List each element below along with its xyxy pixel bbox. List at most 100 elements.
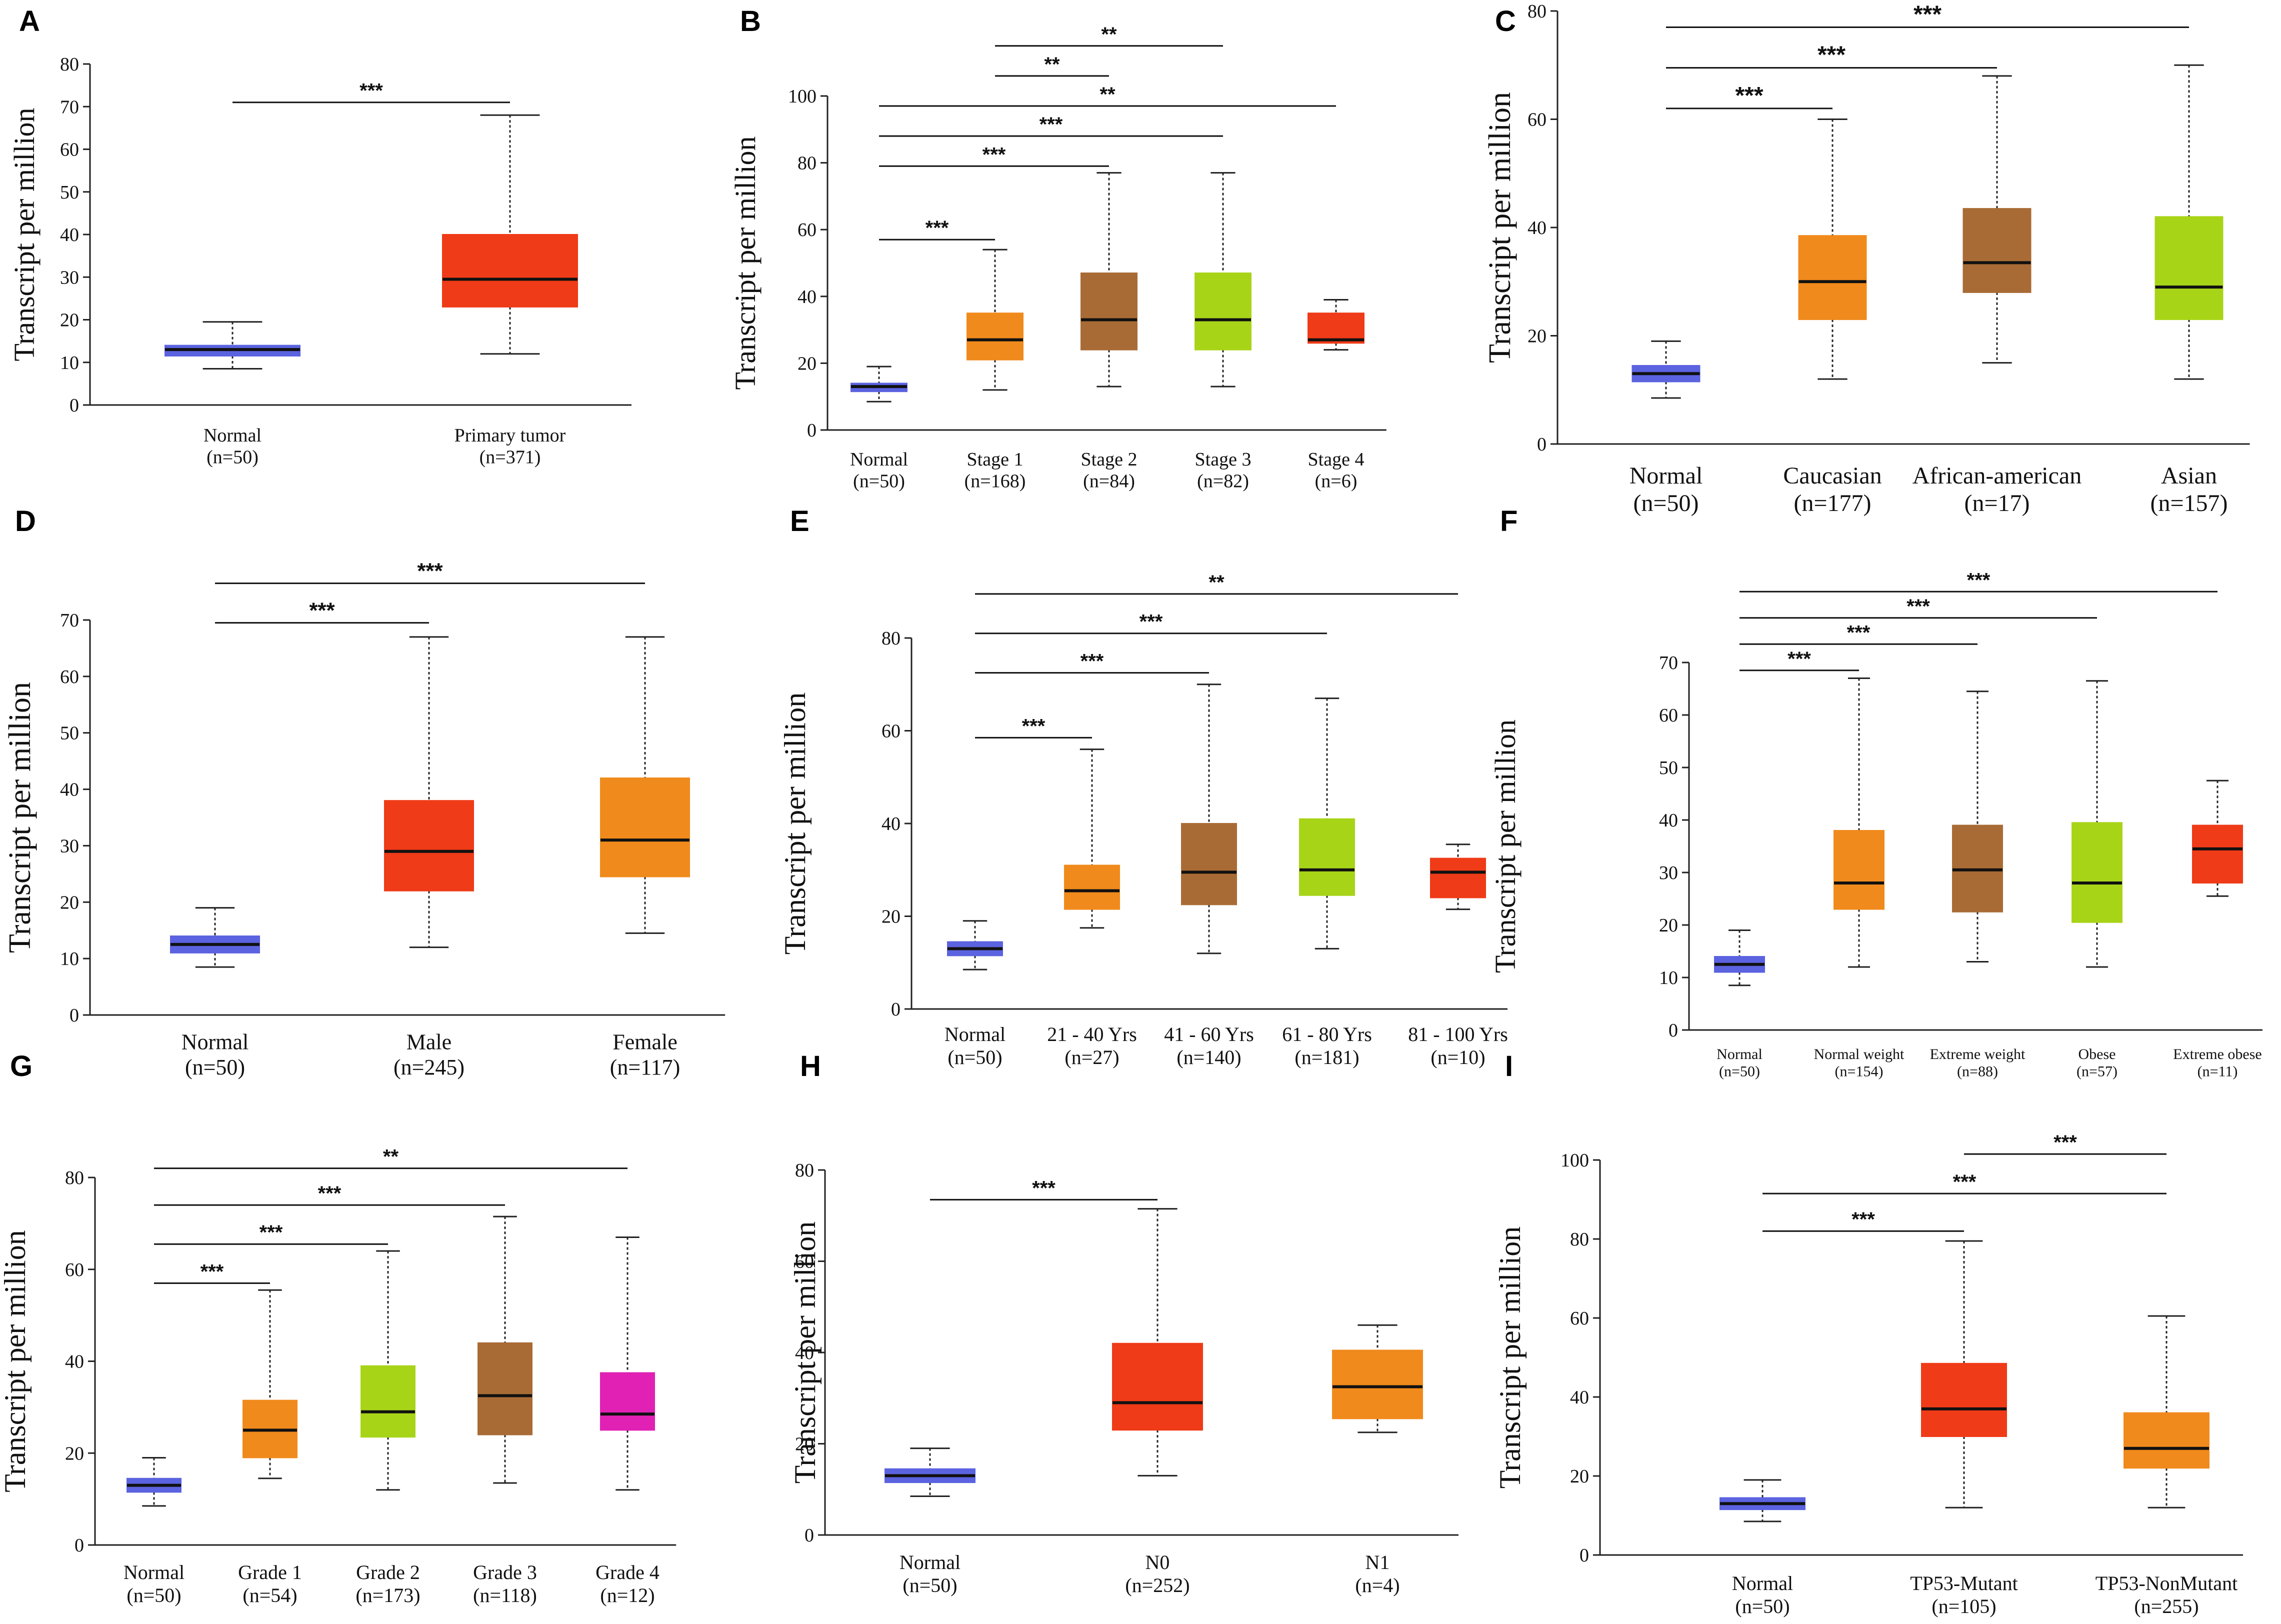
panel-h-category-label: N1 [1366,1551,1390,1574]
panel-g-significance-label: *** [200,1260,224,1282]
panel-b-box-1 [966,312,1024,360]
panel-i-ytick-label: 40 [1570,1387,1589,1408]
panel-e-category-n: (n=10) [1430,1046,1485,1068]
panel-g-ytick-label: 40 [65,1352,84,1372]
panel-h-ytick-label: 0 [804,1525,814,1546]
panel-d-significance-label: *** [417,559,443,584]
panel-f-ytick-label: 70 [1659,652,1678,674]
panel-e-category-n: (n=27) [1064,1046,1119,1068]
panel-c-ytick-label: 60 [1528,110,1546,130]
panel-f-category-n: (n=11) [2198,1064,2238,1080]
panel-b-letter: B [740,5,761,38]
panel-e-category-label: 61 - 80 Yrs [1282,1023,1372,1046]
panel-b-ytick-label: 0 [807,420,816,441]
panel-c-category-label: Caucasian [1783,462,1882,489]
panel-g-letter: G [10,1050,32,1082]
panel-a-y-label: Transcript per million [8,108,40,362]
panel-h-ytick-label: 60 [795,1252,814,1272]
panel-f-ytick-label: 20 [1659,915,1678,936]
panel-g-y-label: Transcript per million [0,1230,32,1492]
panel-f-category-n: (n=88) [1957,1064,1998,1080]
panel-e-box-2 [1181,823,1237,906]
panel-c-ytick-label: 80 [1528,1,1546,22]
panel-b-ytick-label: 20 [798,353,816,374]
panel-g-ytick-label: 20 [65,1443,84,1464]
panel-b-category-n: (n=84) [1083,471,1135,492]
panel-e-ytick-label: 80 [882,628,900,649]
panel-c-significance-label: *** [1735,82,1763,109]
panel-f-box-1 [1834,830,1884,910]
panel-h-ytick-label: 20 [795,1434,814,1455]
panel-d-category-label: Male [406,1030,452,1054]
panel-c-category-label: Normal [1630,462,1703,489]
panel-f-ytick-label: 10 [1659,968,1678,988]
panel-g-category-label: Grade 1 [238,1561,302,1584]
panel-f-category-label: Extreme obese [2173,1046,2262,1062]
panel-b-category-label: Stage 2 [1081,449,1138,470]
panel-a-ytick-label: 80 [60,54,79,75]
panel-b-significance-label: ** [1100,84,1116,106]
panel-f-category-label: Normal weight [1814,1046,1904,1062]
panel-f-significance-label: *** [1847,622,1870,644]
panel-d-ytick-label: 0 [70,1005,79,1026]
panel-a-ytick-label: 10 [60,352,79,374]
panel-e-category-n: (n=140) [1176,1046,1241,1068]
panel-b-category-n: (n=168) [964,471,1026,492]
panel-d-y-label: Transcript per million [3,682,37,953]
panel-h-box-1 [1112,1342,1203,1431]
panel-i-category-n: (n=50) [1735,1595,1790,1618]
panel-d-ytick-label: 40 [60,780,79,800]
panel-e-box-3 [1299,818,1355,896]
panel-g-ytick-label: 0 [74,1535,84,1556]
panel-b-category-n: (n=6) [1315,471,1358,492]
panel-e-ytick-label: 0 [891,999,900,1020]
panel-f-y-label: Transcript per million [1489,720,1522,973]
panel-f-ytick-label: 50 [1659,758,1678,778]
panel-i-box-2 [2124,1412,2210,1469]
panel-d-category-n: (n=245) [394,1055,464,1080]
panel-f-box-4 [2192,824,2243,884]
panel-b-significance-label: ** [1101,24,1117,46]
panel-g-category-n: (n=50) [126,1584,181,1606]
panel-e-category-label: Normal [944,1023,1006,1046]
panel-g-category-label: Grade 4 [596,1561,660,1584]
panel-i-letter: I [1505,1050,1513,1082]
panel-f-category-n: (n=50) [1719,1064,1760,1080]
panel-e-ytick-label: 20 [882,906,900,928]
panel-b-category-label: Stage 1 [967,449,1024,470]
panel-f-ytick-label: 60 [1659,705,1678,726]
panel-e-ytick-label: 60 [882,721,900,742]
panel-c-ytick-label: 0 [1537,434,1546,455]
panel-f-ytick-label: 30 [1659,862,1678,884]
panel-a-letter: A [19,5,40,38]
panel-d-box-2 [600,778,690,878]
panel-d-letter: D [15,505,36,538]
panel-f-significance-label: *** [1906,596,1930,618]
panel-c-letter: C [1495,5,1516,38]
panel-i-ytick-label: 0 [1580,1545,1589,1566]
panel-c-category-label: African-american [1912,462,2082,489]
panel-b-significance-label: *** [982,144,1006,166]
panel-e-category-label: 81 - 100 Yrs [1408,1023,1508,1046]
panel-f-category-n: (n=154) [1835,1064,1884,1080]
panel-b-box-2 [1080,272,1138,350]
panel-i-category-n: (n=105) [1932,1595,1996,1618]
panel-d-significance-label: *** [309,598,335,623]
panel-b-significance-label: *** [1040,114,1063,136]
panel-g-box-3 [478,1342,532,1436]
panel-e-significance-label: *** [1140,611,1163,633]
panel-d-ytick-label: 30 [60,836,79,856]
panel-a-box-1 [442,234,578,308]
panel-g-box-2 [360,1365,416,1438]
panel-e-box-1 [1064,864,1120,910]
panel-b-ytick-label: 60 [798,220,816,240]
panel-h-y-label: Transcript per million [788,1222,822,1484]
panel-d-ytick-label: 50 [60,723,79,744]
panel-d-category-label: Female [612,1030,678,1054]
panel-i-category-label: TP53-Mutant [1910,1572,2018,1594]
panel-g-category-label: Grade 2 [356,1561,420,1584]
panel-a-ytick-label: 50 [60,182,79,203]
panel-i-significance-label: *** [1852,1208,1875,1230]
panel-e-box-4 [1430,858,1486,898]
